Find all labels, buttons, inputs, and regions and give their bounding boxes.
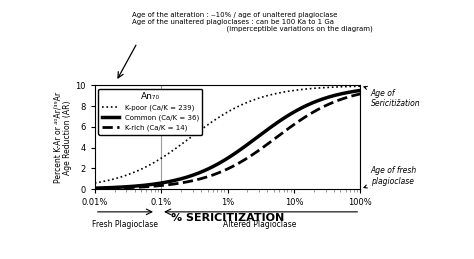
Legend: K-poor (Ca/K = 239), Common (Ca/K = 36), K-rich (Ca/K = 14): K-poor (Ca/K = 239), Common (Ca/K = 36),… xyxy=(98,89,202,135)
Text: Fresh Plagioclase: Fresh Plagioclase xyxy=(92,220,158,229)
Text: Age of the alteration : ‒10% / age of unaltered plagioclase
Age of the unaltered: Age of the alteration : ‒10% / age of un… xyxy=(132,12,373,32)
Text: Age of fresh
plagioclase: Age of fresh plagioclase xyxy=(364,166,417,188)
Text: Age of
Sericitižation: Age of Sericitižation xyxy=(364,87,420,108)
X-axis label: % SERICITIZATION: % SERICITIZATION xyxy=(171,213,284,223)
Y-axis label: Percent K-Ar or ⁴⁰Ar/³⁹Ar
Age Reduction (AR): Percent K-Ar or ⁴⁰Ar/³⁹Ar Age Reduction … xyxy=(53,92,73,183)
Text: Altered Plagioclase: Altered Plagioclase xyxy=(223,220,296,229)
